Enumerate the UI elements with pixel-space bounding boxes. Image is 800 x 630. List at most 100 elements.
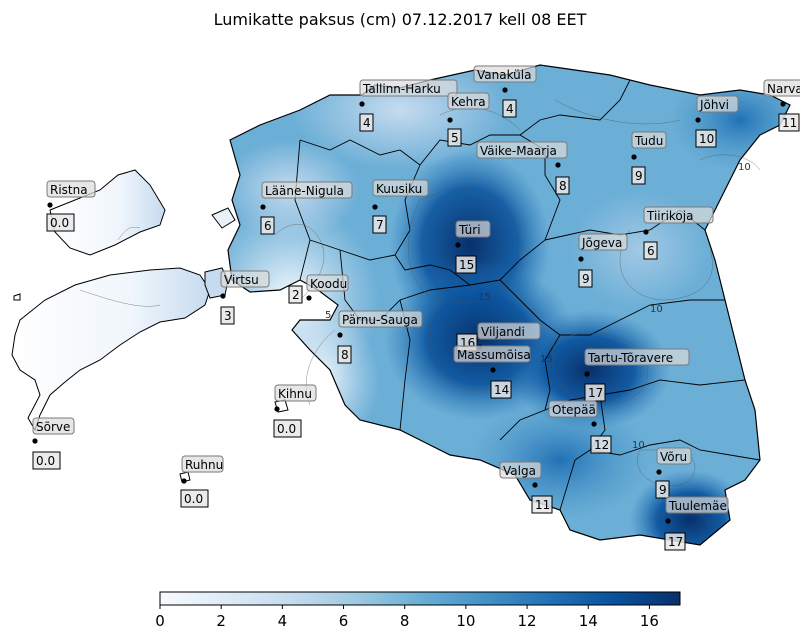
- station-name: Virtsu: [224, 273, 259, 287]
- weather-station: Sõrve 0.0: [32, 417, 75, 470]
- station-name-label: Virtsu: [220, 270, 270, 288]
- station-marker: [181, 478, 187, 484]
- weather-station: Vanaküla 4: [473, 65, 537, 118]
- station-name-label: Jõhvi: [696, 95, 739, 113]
- weather-station: Tudu 9: [631, 131, 667, 185]
- station-marker: [780, 101, 786, 107]
- station-name-label: Võru: [656, 447, 692, 465]
- weather-station: Otepää 12: [548, 400, 612, 454]
- station-name-label: Ruhnu: [181, 455, 224, 473]
- weather-station: Türi 15: [455, 220, 491, 274]
- weather-station: Pärnu-Sauga 8: [337, 310, 423, 364]
- station-snow-depth: 0.0: [277, 422, 296, 436]
- station-name-label: Tuulemäe: [665, 496, 729, 514]
- weather-station: Narva 11: [763, 79, 800, 132]
- station-name: Ristna: [50, 183, 88, 197]
- station-name: Tudu: [634, 134, 663, 148]
- colorbar-tick-label: 0: [155, 612, 165, 630]
- station-value-box: 11: [778, 113, 800, 132]
- station-snow-depth: 6: [264, 219, 272, 233]
- contour-label: 15: [540, 354, 553, 365]
- colorbar-tick-label: 16: [640, 612, 659, 630]
- station-name-label: Tartu-Tõravere: [584, 348, 690, 366]
- station-name: Massumõisa: [457, 348, 531, 362]
- station-marker: [260, 204, 266, 210]
- station-name-label: Kuusiku: [372, 179, 429, 197]
- station-name: Vanaküla: [477, 68, 531, 82]
- contour-label: 10: [650, 304, 663, 315]
- station-snow-depth: 0.0: [36, 454, 55, 468]
- station-value-box: 6: [260, 216, 275, 235]
- station-marker: [274, 406, 280, 412]
- colorbar-tick-label: 8: [400, 612, 410, 630]
- station-value-box: 0.0: [32, 451, 61, 470]
- contour-label: 5: [325, 310, 331, 321]
- colorbar-rect: [159, 591, 681, 606]
- stations-layer: Narva 11 Vanaküla 4 Tallinn-Harku 4 Kehra 5 Jõhv…: [32, 65, 800, 551]
- station-snow-depth: 17: [668, 535, 683, 549]
- station-value-box: 9: [631, 166, 646, 185]
- county-borders: [294, 79, 761, 511]
- station-name: Ruhnu: [185, 458, 223, 472]
- station-snow-depth: 3: [224, 309, 232, 323]
- station-name: Kihnu: [278, 387, 312, 401]
- station-value-box: 14: [490, 380, 512, 399]
- station-value-box: 10: [695, 129, 717, 148]
- station-name: Jõhvi: [699, 98, 729, 112]
- station-value-box: 4: [359, 113, 374, 132]
- station-value-box: 11: [531, 495, 553, 514]
- station-name-label: Otepää: [548, 400, 598, 418]
- station-marker: [455, 242, 461, 248]
- station-snow-depth: 15: [459, 258, 474, 272]
- colorbar-tick-label: 10: [456, 612, 475, 630]
- station-marker: [220, 293, 226, 299]
- station-value-box: 15: [455, 255, 477, 274]
- colorbar-ticks: 0 2 4 6 8 10 12 14 16: [155, 605, 659, 630]
- station-name-label: Lääne-Nigula: [261, 181, 353, 199]
- colorbar: 0 2 4 6 8 10 12 14 16: [155, 591, 681, 630]
- station-name: Tuulemäe: [668, 499, 727, 513]
- station-marker: [32, 438, 38, 444]
- station-snow-depth: 14: [494, 383, 509, 397]
- station-name-label: Massumõisa: [453, 345, 531, 363]
- station-name-label: Vanaküla: [473, 65, 537, 83]
- station-snow-depth: 0.0: [50, 216, 69, 230]
- station-name: Valga: [503, 464, 536, 478]
- small-islet-west: [13, 293, 21, 301]
- colorbar-tick-label: 14: [579, 612, 598, 630]
- station-name-label: Kihnu: [274, 384, 317, 402]
- station-value-box: 8: [337, 345, 352, 364]
- station-snow-depth: 9: [582, 272, 590, 286]
- station-name-label: Väike-Maarja: [476, 141, 568, 159]
- station-value-box: 17: [584, 383, 606, 402]
- station-name-label: Jõgeva: [578, 233, 628, 251]
- station-name-label: Tiirikoja: [643, 206, 714, 224]
- station-marker: [643, 229, 649, 235]
- weather-station: Koodu 2: [288, 274, 349, 304]
- islands: [11, 169, 289, 483]
- colorbar-tick-label: 2: [216, 612, 226, 630]
- weather-station: Jõgeva 9: [578, 233, 628, 288]
- station-name: Koodu: [310, 277, 347, 291]
- station-marker: [631, 154, 637, 160]
- weather-station: Väike-Maarja 8: [476, 141, 570, 195]
- station-snow-depth: 11: [782, 116, 797, 130]
- station-name: Jõgeva: [581, 236, 622, 250]
- station-value-box: 17: [664, 532, 686, 551]
- map-title: Lumikatte paksus (cm) 07.12.2017 kell 08…: [213, 10, 587, 29]
- station-name: Otepää: [552, 403, 596, 417]
- station-value-box: 0.0: [180, 489, 209, 508]
- station-marker: [532, 482, 538, 488]
- contour-label: 10: [738, 162, 751, 173]
- station-name: Türi: [458, 223, 481, 237]
- station-marker: [502, 87, 508, 93]
- station-marker: [359, 101, 365, 107]
- station-snow-depth: 11: [535, 498, 550, 512]
- station-name: Võru: [660, 450, 687, 464]
- weather-station: Tartu-Tõravere 17: [584, 348, 690, 402]
- station-name: Kehra: [451, 95, 486, 109]
- contour-label: 15: [478, 292, 491, 303]
- station-value-box: 0.0: [273, 419, 302, 438]
- weather-station: Kihnu 0.0: [273, 384, 317, 438]
- station-name: Tiirikoja: [646, 209, 693, 223]
